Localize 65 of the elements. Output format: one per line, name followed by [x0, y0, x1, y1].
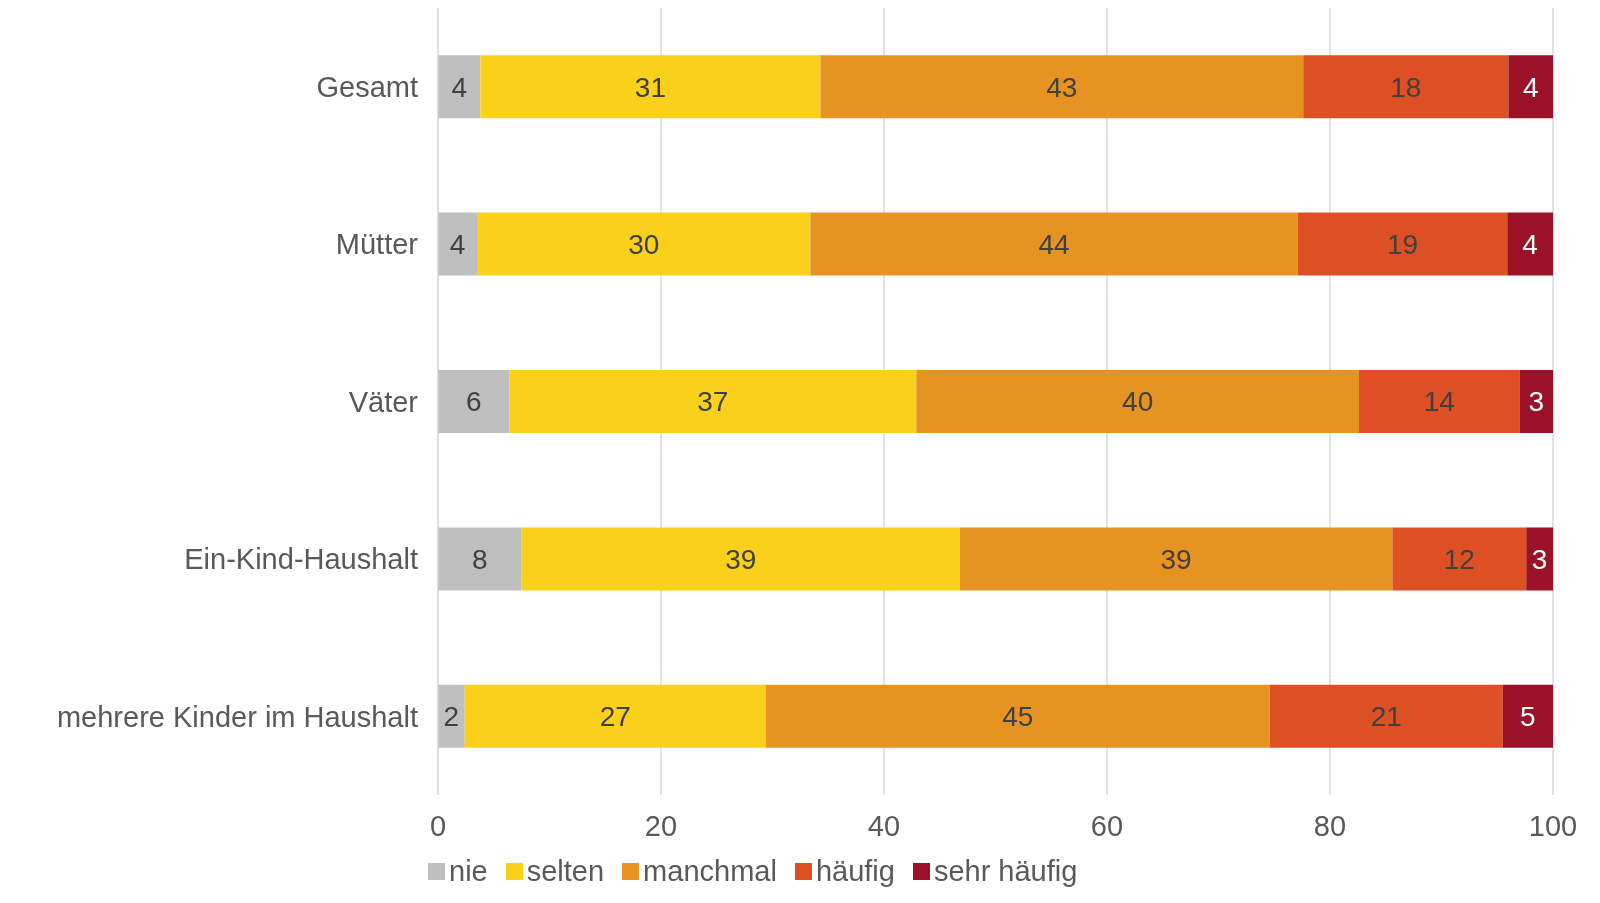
bar — [820, 55, 1304, 119]
data-label: 37 — [697, 386, 729, 418]
x-tick-label: 40 — [867, 809, 901, 842]
data-label: 43 — [1046, 71, 1078, 103]
bar — [480, 55, 821, 119]
bar — [1297, 212, 1508, 276]
bar — [438, 55, 481, 119]
bar — [916, 370, 1359, 434]
bar — [477, 212, 811, 276]
data-label: 3 — [1528, 386, 1545, 418]
bar — [1358, 370, 1520, 434]
data-label: 5 — [1520, 701, 1536, 733]
data-label: 39 — [1160, 543, 1192, 575]
bar — [1303, 55, 1509, 119]
x-tick-label: 80 — [1313, 809, 1347, 842]
data-label: 3 — [1531, 543, 1548, 575]
data-label: 2 — [443, 701, 460, 733]
bar — [1507, 212, 1553, 276]
bar — [810, 212, 1298, 276]
bar — [765, 684, 1270, 748]
y-tick-label: Ein-Kind-Haushalt — [184, 543, 418, 576]
bar — [438, 370, 510, 434]
bar — [438, 527, 522, 591]
x-tick-label: 100 — [1528, 809, 1578, 842]
y-tick-label: Väter — [348, 385, 419, 418]
data-label: 6 — [465, 386, 482, 418]
data-label: 12 — [1443, 543, 1475, 575]
bar — [521, 527, 960, 591]
bar — [1519, 370, 1553, 434]
legend-label: sehr häufig — [933, 855, 1078, 888]
data-label: 4 — [1522, 71, 1539, 103]
data-label: 45 — [1002, 701, 1034, 733]
legend-label: manchmal — [643, 855, 777, 888]
data-label: 21 — [1370, 701, 1402, 733]
x-tick-label: 0 — [429, 809, 447, 842]
x-tick-label: 60 — [1090, 809, 1124, 842]
bar — [1526, 527, 1553, 591]
x-tick-label: 20 — [644, 809, 678, 842]
bar — [1508, 55, 1553, 119]
y-tick-label: mehrere Kinder im Haushalt — [56, 700, 418, 733]
bar — [464, 684, 766, 748]
bar — [1392, 527, 1527, 591]
bar — [959, 527, 1393, 591]
legend-label: häufig — [815, 855, 895, 888]
bar — [509, 370, 917, 434]
data-label: 30 — [628, 228, 660, 260]
data-label: 44 — [1038, 228, 1070, 260]
data-label: 8 — [472, 543, 488, 575]
data-label: 18 — [1390, 71, 1422, 103]
data-label: 14 — [1423, 386, 1455, 418]
data-label: 31 — [634, 71, 666, 103]
data-label: 4 — [451, 71, 467, 103]
data-label: 39 — [725, 543, 757, 575]
data-label: 27 — [599, 701, 631, 733]
y-tick-label: Gesamt — [316, 70, 418, 103]
data-label: 40 — [1122, 386, 1154, 418]
data-label: 19 — [1386, 228, 1419, 260]
y-tick-label: Mütter — [335, 228, 419, 261]
bar — [1502, 684, 1553, 748]
bar — [1269, 684, 1503, 748]
legend-label: selten — [526, 855, 605, 888]
bar — [438, 212, 478, 276]
data-label: 4 — [449, 228, 466, 260]
legend-label: nie — [449, 855, 488, 888]
data-label: 4 — [1522, 228, 1538, 260]
